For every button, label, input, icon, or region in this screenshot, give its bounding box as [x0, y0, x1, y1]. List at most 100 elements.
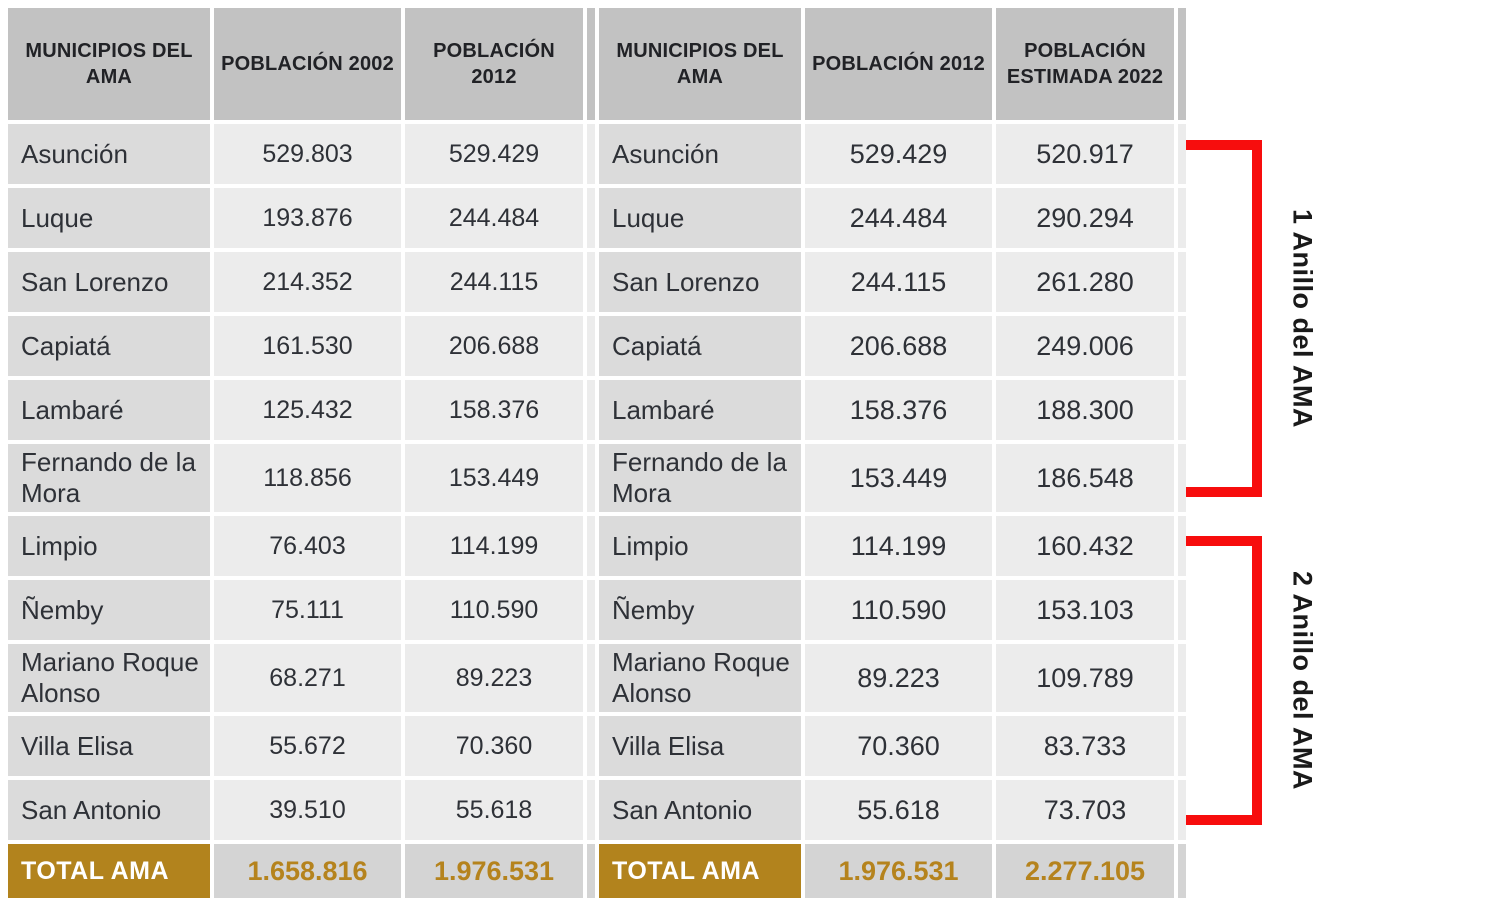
municipality-cell: Ñemby [8, 580, 210, 640]
municipality-cell: Asunción [8, 124, 210, 184]
header-cell: POBLACIÓN 2012 [405, 8, 583, 120]
population-cell: 75.111 [214, 580, 401, 640]
population-cell: 244.484 [405, 188, 583, 248]
population-cell: 89.223 [805, 644, 992, 712]
table-edge-sliver [587, 580, 595, 640]
table-edge-sliver [587, 780, 595, 840]
population-cell: 118.856 [214, 444, 401, 512]
population-cell: 83.733 [996, 716, 1174, 776]
population-cell: 188.300 [996, 380, 1174, 440]
municipality-cell: San Antonio [8, 780, 210, 840]
population-cell: 114.199 [405, 516, 583, 576]
population-table-2012-2022: MUNICIPIOS DEL AMA POBLACIÓN 2012 POBLACIÓ… [599, 8, 1186, 898]
population-cell: 193.876 [214, 188, 401, 248]
population-cell: 39.510 [214, 780, 401, 840]
population-cell: 153.449 [405, 444, 583, 512]
table-edge-sliver [1178, 580, 1186, 640]
total-value-cell: 1.976.531 [805, 844, 992, 898]
header-cell: MUNICIPIOS DEL AMA [599, 8, 801, 120]
anillo-1-label: 1 Anillo del AMA [1287, 208, 1318, 428]
population-cell: 529.429 [805, 124, 992, 184]
population-cell: 160.432 [996, 516, 1174, 576]
anillo-2-bracket [1186, 536, 1262, 825]
header-cell: MUNICIPIOS DEL AMA [8, 8, 210, 120]
population-cell: 249.006 [996, 316, 1174, 376]
municipality-cell: Lambaré [599, 380, 801, 440]
municipality-cell: Fernando de la Mora [599, 444, 801, 512]
table-edge-sliver [1178, 124, 1186, 184]
municipality-cell: Mariano Roque Alonso [599, 644, 801, 712]
municipality-cell: San Antonio [599, 780, 801, 840]
total-label-cell: TOTAL AMA [599, 844, 801, 898]
population-cell: 153.103 [996, 580, 1174, 640]
table-edge-sliver [1178, 316, 1186, 376]
anillo-1-bracket [1186, 140, 1262, 497]
table-edge-sliver [587, 252, 595, 312]
population-cell: 206.688 [405, 316, 583, 376]
municipality-cell: San Lorenzo [8, 252, 210, 312]
municipality-cell: Lambaré [8, 380, 210, 440]
table-edge-sliver [1178, 8, 1186, 120]
table-edge-sliver [1178, 644, 1186, 712]
population-cell: 114.199 [805, 516, 992, 576]
population-cell: 68.271 [214, 644, 401, 712]
total-value-cell: 1.976.531 [405, 844, 583, 898]
municipality-cell: Capiatá [8, 316, 210, 376]
table-edge-sliver [587, 124, 595, 184]
population-cell: 244.484 [805, 188, 992, 248]
population-cell: 244.115 [805, 252, 992, 312]
population-cell: 158.376 [805, 380, 992, 440]
population-cell: 125.432 [214, 380, 401, 440]
population-cell: 186.548 [996, 444, 1174, 512]
table-edge-sliver [1178, 516, 1186, 576]
municipality-cell: Villa Elisa [599, 716, 801, 776]
municipality-cell: Villa Elisa [8, 716, 210, 776]
header-cell: POBLACIÓN ESTIMADA 2022 [996, 8, 1174, 120]
population-cell: 153.449 [805, 444, 992, 512]
population-cell: 529.429 [405, 124, 583, 184]
table-edge-sliver [1178, 716, 1186, 776]
municipality-cell: Limpio [599, 516, 801, 576]
population-cell: 70.360 [405, 716, 583, 776]
population-cell: 109.789 [996, 644, 1174, 712]
table-edge-sliver [1178, 380, 1186, 440]
municipality-cell: Ñemby [599, 580, 801, 640]
population-cell: 110.590 [405, 580, 583, 640]
municipality-cell: Luque [8, 188, 210, 248]
population-cell: 161.530 [214, 316, 401, 376]
municipality-cell: Mariano Roque Alonso [8, 644, 210, 712]
population-cell: 55.618 [405, 780, 583, 840]
table-edge-sliver [587, 444, 595, 512]
population-cell: 158.376 [405, 380, 583, 440]
population-cell: 529.803 [214, 124, 401, 184]
population-cell: 290.294 [996, 188, 1174, 248]
municipality-cell: Limpio [8, 516, 210, 576]
table-edge-sliver [587, 188, 595, 248]
municipality-cell: Asunción [599, 124, 801, 184]
population-cell: 206.688 [805, 316, 992, 376]
header-cell: POBLACIÓN 2002 [214, 8, 401, 120]
table-edge-sliver [1178, 780, 1186, 840]
population-cell: 110.590 [805, 580, 992, 640]
total-value-cell: 1.658.816 [214, 844, 401, 898]
population-cell: 214.352 [214, 252, 401, 312]
table-edge-sliver [1178, 252, 1186, 312]
municipality-cell: Luque [599, 188, 801, 248]
table-edge-sliver [1178, 188, 1186, 248]
table-edge-sliver [587, 8, 595, 120]
table-edge-sliver [1178, 844, 1186, 898]
population-cell: 244.115 [405, 252, 583, 312]
municipality-cell: San Lorenzo [599, 252, 801, 312]
population-cell: 73.703 [996, 780, 1174, 840]
table-edge-sliver [587, 716, 595, 776]
total-label-cell: TOTAL AMA [8, 844, 210, 898]
municipality-cell: Fernando de la Mora [8, 444, 210, 512]
population-cell: 520.917 [996, 124, 1174, 184]
population-cell: 55.672 [214, 716, 401, 776]
anillo-2-label: 2 Anillo del AMA [1287, 570, 1318, 790]
header-cell: POBLACIÓN 2012 [805, 8, 992, 120]
table-edge-sliver [587, 380, 595, 440]
population-cell: 70.360 [805, 716, 992, 776]
table-edge-sliver [1178, 444, 1186, 512]
population-table-2002-2012: MUNICIPIOS DEL AMA POBLACIÓN 2002 POBLACIÓ… [8, 8, 595, 898]
